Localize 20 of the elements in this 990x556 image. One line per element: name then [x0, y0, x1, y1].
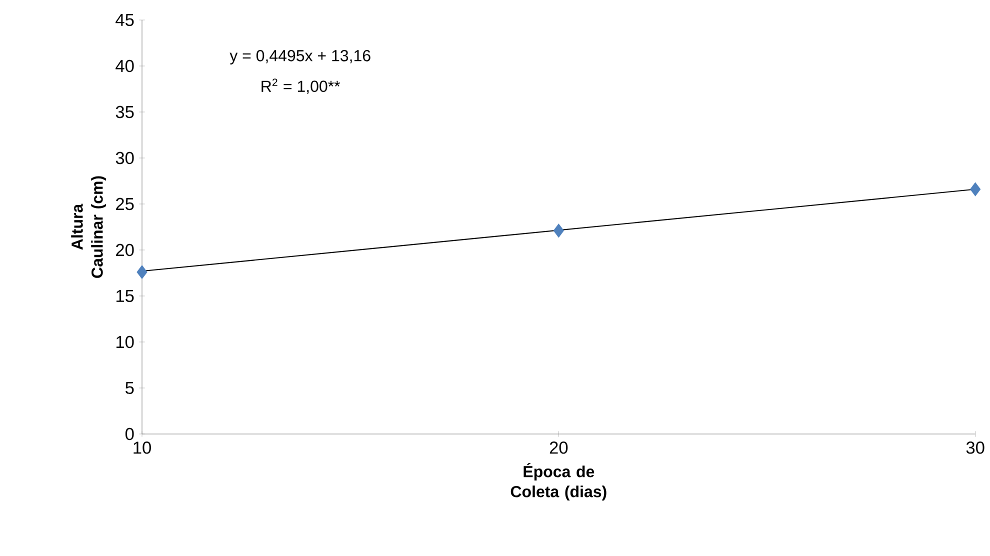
- x-tick-label: 20: [550, 442, 568, 454]
- y-tick-label: 35: [116, 106, 134, 118]
- x-tick-label: 10: [134, 442, 151, 454]
- y-tick-label: 45: [116, 14, 134, 26]
- y-tick-label: 40: [116, 60, 134, 72]
- point: [970, 182, 981, 196]
- y-tick-label: 20: [116, 244, 134, 256]
- x-axis-title: Época de Coleta (dias): [510, 462, 606, 500]
- y-tick-label: 10: [116, 336, 134, 348]
- y-tick-label: 5: [126, 382, 134, 394]
- y-tick-label: 30: [116, 152, 134, 164]
- y-tick-label: 0: [125, 428, 134, 440]
- annotation: R$^{2}$ = 1,00**: [262, 78, 340, 94]
- x-tick-label: 30: [966, 442, 984, 454]
- y-axis-title: Altura Caulinar (cm): [71, 176, 106, 278]
- point: [553, 224, 564, 238]
- annotation: y = 0,4495x + 13,16: [230, 50, 370, 65]
- y-tick-label: 15: [116, 290, 134, 302]
- y-tick-label: 25: [116, 198, 134, 210]
- point: [136, 265, 148, 280]
